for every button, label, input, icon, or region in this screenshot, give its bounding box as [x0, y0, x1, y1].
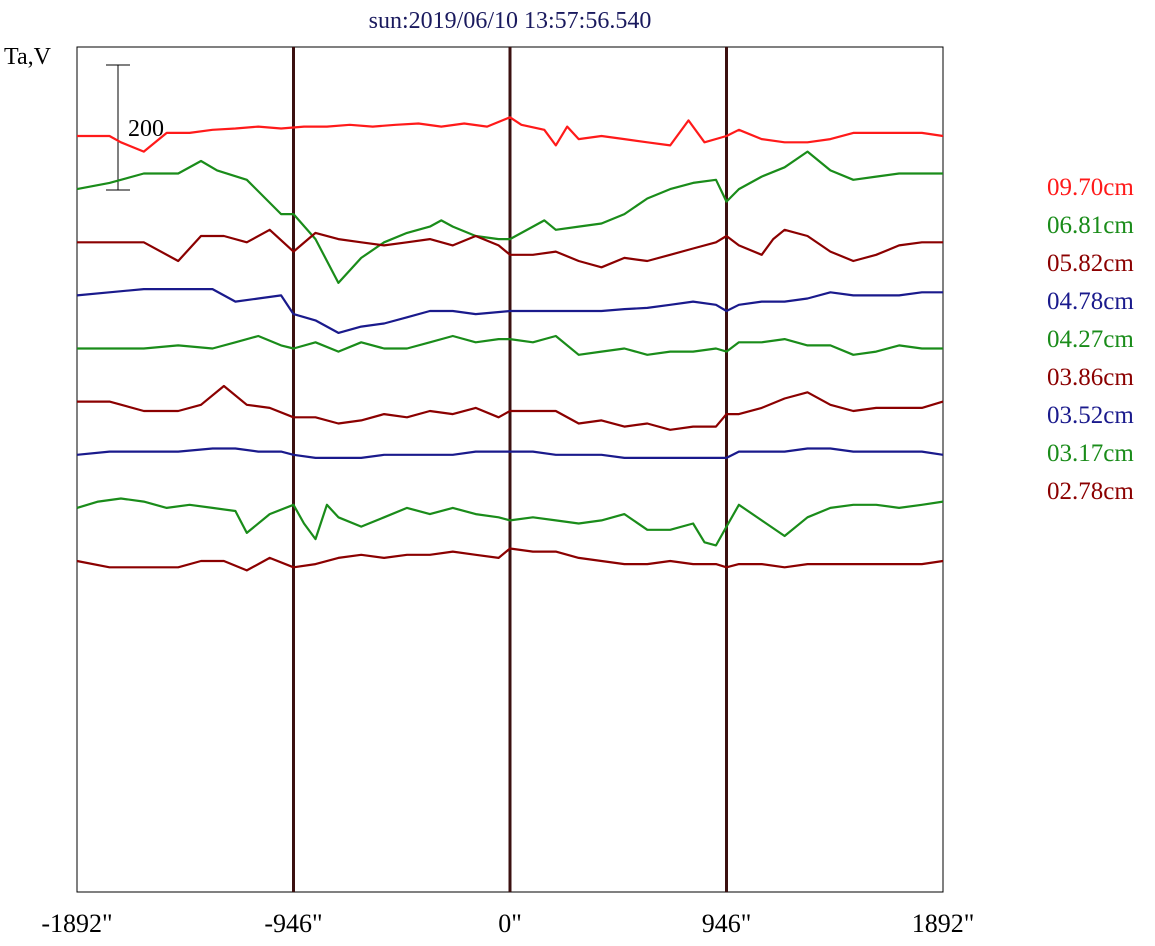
legend-entry-04.27cm: 04.27cm: [1047, 326, 1134, 353]
series-line-02.78cm: [76, 547, 944, 572]
x-tick-label-0: -1892": [41, 909, 112, 938]
scale-bar-label: 200: [128, 116, 164, 142]
legend-entry-04.78cm: 04.78cm: [1047, 288, 1134, 315]
chart-title: sun:2019/06/10 13:57:56.540: [369, 8, 652, 34]
y-axis-label: Ta,V: [4, 44, 52, 70]
scale-bar: 200: [106, 64, 164, 191]
series-line-09.70cm: [77, 116, 944, 153]
legend-entry-06.81cm: 06.81cm: [1047, 212, 1134, 239]
x-tick-label-2: 0": [498, 909, 522, 938]
series-line-04.27cm: [77, 334, 943, 356]
legend-entry-05.82cm: 05.82cm: [1047, 250, 1134, 277]
reference-lines: [292, 47, 728, 892]
legend-entry-02.78cm: 02.78cm: [1047, 478, 1134, 505]
series-line-04.78cm: [76, 288, 943, 334]
series-line-03.52cm: [76, 447, 944, 459]
series-lines: [76, 116, 944, 572]
x-tick-label-4: 1892": [912, 909, 975, 938]
legend-entry-09.70cm: 09.70cm: [1047, 174, 1134, 201]
series-line-05.82cm: [77, 228, 943, 269]
x-tick-labels: -1892" -946" 0" 946" 1892": [41, 909, 974, 938]
legend-entry-03.52cm: 03.52cm: [1047, 402, 1134, 429]
legend-entry-03.86cm: 03.86cm: [1047, 364, 1134, 391]
series-line-03.86cm: [77, 384, 944, 431]
x-tick-label-1: -946": [264, 909, 322, 938]
legend-entry-03.17cm: 03.17cm: [1047, 440, 1134, 467]
legend: 09.70cm 06.81cm 05.82cm 04.78cm 04.27cm 03.86…: [1047, 174, 1134, 505]
series-line-03.17cm: [76, 497, 944, 547]
series-line-06.81cm: [76, 150, 943, 284]
x-tick-label-3: 946": [702, 909, 752, 938]
